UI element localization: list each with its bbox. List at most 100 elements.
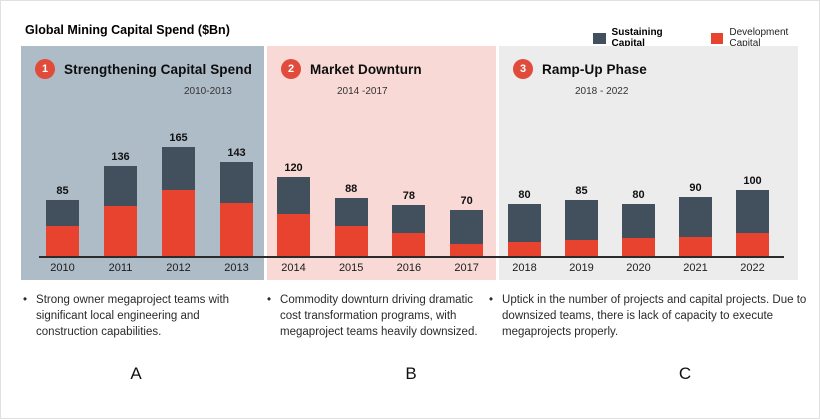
phase-header: 3 Ramp-Up Phase [499,46,798,79]
phase-year-range: 2010-2013 [184,86,232,97]
bar-group-phase1: 85 2010 136 2011 165 2012 143 2013 [21,46,264,280]
bullet-phase3: • Uptick in the number of projects and c… [489,292,807,340]
sustaining-segment [162,147,195,190]
x-axis-line [39,256,784,258]
stacked-bar-2022: 100 [736,175,769,257]
bullet-text: Strong owner megaproject teams with sign… [36,294,230,339]
development-segment [162,189,195,257]
bullet-icon: • [267,294,272,306]
sustaining-segment [392,205,426,233]
phase-title: Strengthening Capital Spend [64,61,252,77]
phase-panel-strengthening: 1 Strengthening Capital Spend 2010-2013 … [21,46,264,280]
chart-title: Global Mining Capital Spend ($Bn) [25,23,230,37]
bar-total-label: 120 [284,162,303,174]
phase-title: Ramp-Up Phase [542,61,647,77]
bar-total-label: 100 [743,175,762,188]
legend-label: Development Capital [729,27,789,49]
development-segment [392,233,426,257]
stacked-bar-2016: 78 [392,190,426,257]
x-axis-tick-2011: 2011 [108,262,133,274]
phase-year-range: 2014 -2017 [337,86,388,97]
x-axis-tick-2020: 2020 [626,262,651,274]
x-axis-tick-2021: 2021 [683,262,708,274]
x-axis-tick-2013: 2013 [224,262,249,274]
bar-total-label: 85 [56,185,69,198]
bullet-phase2: • Commodity downturn driving dramatic co… [267,292,478,340]
bullet-text: Uptick in the number of projects and cap… [502,294,807,339]
bar-total-label: 80 [518,188,531,201]
stacked-bar-2013: 143 [220,147,253,257]
sustaining-segment [220,161,253,203]
development-segment [334,226,368,257]
bullet-phase1: • Strong owner megaproject teams with si… [23,292,254,340]
bullet-text: Commodity downturn driving dramatic cost… [280,294,478,339]
sustaining-segment [679,197,712,237]
development-segment [622,238,655,257]
phase-panel-rampup: 3 Ramp-Up Phase 2018 - 2022 80 2018 85 2019… [499,46,798,280]
bar-total-label: 88 [345,183,358,196]
stacked-bar-2012: 165 [162,132,195,257]
stacked-bar-2011: 136 [104,151,137,257]
stacked-bar-2014: 120 [277,162,310,257]
sustaining-segment [736,190,769,233]
x-axis-tick-2014: 2014 [281,262,306,274]
sustaining-segment [46,200,79,227]
stacked-bar-2017: 70 [450,195,484,257]
bar-total-label: 80 [632,188,645,201]
stacked-bar-2019: 85 [565,185,598,257]
legend: Sustaining Capital Development Capital [593,27,819,49]
sustaining-segment [334,198,368,227]
x-axis-tick-2022: 2022 [740,262,765,274]
development-segment [104,205,137,257]
development-segment [508,242,541,257]
phase-number-badge: 3 [513,59,533,79]
sustaining-segment [104,166,137,206]
development-swatch-icon [710,32,724,44]
phase-panel-downturn: 2 Market Downturn 2014 -2017 120 2014 88 20… [267,46,496,280]
sustaining-segment [622,203,655,239]
development-segment [450,243,484,257]
bar-total-label: 78 [402,190,416,202]
bar-total-label: 136 [111,151,130,164]
phase-header: 2 Market Downturn [267,46,496,79]
phase-year-range: 2018 - 2022 [575,86,629,97]
stacked-bar-2020: 80 [622,189,655,257]
bar-total-label: 70 [460,195,473,208]
x-axis-tick-2016: 2016 [396,262,422,274]
label-b: B [405,364,417,383]
bar-total-label: 165 [169,132,188,144]
development-segment [277,214,310,257]
legend-label: Sustaining Capital [611,27,663,49]
phase-title: Market Downturn [310,61,422,77]
x-axis-tick-2019: 2019 [569,262,594,274]
bar-group-phase3: 80 2018 85 2019 80 2020 90 2021 100 2022 [499,46,798,280]
bullet-icon: • [489,294,494,306]
x-axis-tick-2010: 2010 [50,262,75,274]
stacked-bar-2021: 90 [679,182,712,257]
legend-item-development: Development Capital [710,27,819,49]
sustaining-segment [565,200,598,241]
bullet-icon: • [23,294,28,306]
x-axis-tick-2012: 2012 [166,262,191,274]
phase-header: 1 Strengthening Capital Spend [21,46,264,79]
label-a: A [130,364,142,383]
sustaining-swatch-icon [593,32,606,44]
stacked-bar-2010: 85 [46,185,79,257]
development-segment [679,237,712,257]
sustaining-segment [277,177,310,215]
x-axis-tick-2017: 2017 [454,262,479,274]
phase-number-badge: 1 [35,59,55,79]
stacked-bar-2018: 80 [508,189,541,257]
phase-number-badge: 2 [281,59,301,79]
x-axis-tick-2018: 2018 [512,262,537,274]
development-segment [220,202,253,257]
x-axis-tick-2015: 2015 [338,262,364,274]
label-c: C [678,364,692,383]
bar-total-label: 143 [227,146,246,159]
legend-item-sustaining: Sustaining Capital [593,27,696,49]
sustaining-segment [508,203,541,243]
stacked-bar-2015: 88 [334,183,368,257]
bar-total-label: 85 [575,185,588,198]
sustaining-segment [450,210,484,244]
